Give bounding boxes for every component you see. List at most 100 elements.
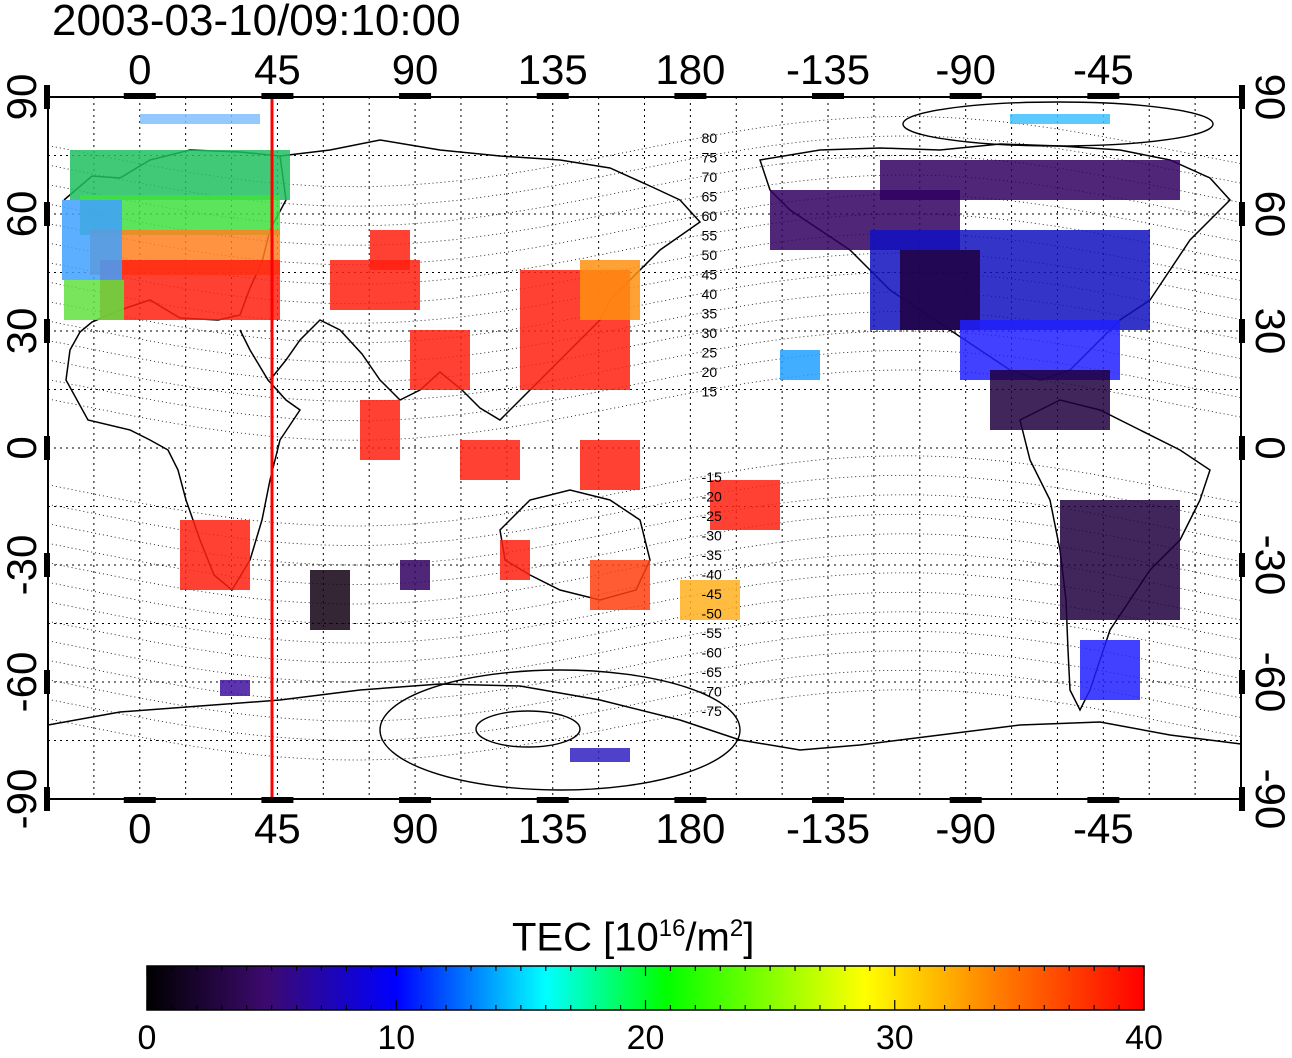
axis-tick (123, 93, 156, 99)
axis-tick (536, 797, 569, 803)
tec-data-cell (1060, 500, 1180, 620)
lon-tick-label: -90 (935, 805, 996, 852)
south-magnetic-pole-ring-outer (379, 669, 741, 791)
lon-tick-label: 90 (392, 46, 439, 93)
lon-tick-label: -135 (786, 46, 870, 93)
lat-tick-label: -30 (1247, 535, 1292, 596)
lon-tick-label: -90 (935, 46, 996, 93)
tec-data-cell (62, 200, 122, 280)
tec-data-cell (180, 520, 250, 590)
contour-label: 60 (702, 208, 718, 224)
contour-label: 75 (702, 149, 718, 165)
lon-tick-label: 90 (392, 805, 439, 852)
lat-tick-label: 90 (0, 74, 45, 121)
axis-tick (949, 797, 982, 803)
lon-tick-label: 135 (518, 46, 588, 93)
colorbar-tick-label: 40 (1125, 1019, 1163, 1057)
contour-label: -65 (702, 664, 722, 680)
colorbar-tick-label: 20 (626, 1019, 665, 1057)
contour-label: -50 (702, 606, 722, 622)
right-latitude-ticks: 90 60 30 0 -30 -60 -90 (1239, 74, 1292, 830)
contour-label: 65 (702, 188, 718, 204)
axis-tick (44, 202, 50, 226)
axis-tick (1087, 93, 1120, 99)
contour-label: -35 (702, 547, 722, 563)
tec-data-cell (1080, 640, 1140, 700)
tec-data-cell (780, 350, 820, 380)
tec-data-cell (220, 680, 250, 696)
contour-label: 45 (702, 266, 718, 282)
axis-tick (399, 93, 432, 99)
lat-tick-label: -90 (0, 769, 45, 830)
contour-label: 50 (702, 247, 718, 263)
tec-data-cell (580, 260, 640, 320)
lat-tick-label: 90 (1247, 74, 1292, 121)
contour-label: -75 (702, 703, 722, 719)
axis-tick (261, 93, 294, 99)
contour-label: 15 (702, 383, 718, 399)
axis-tick (1239, 670, 1245, 694)
contour-label: 25 (702, 344, 718, 360)
tec-data-cell (580, 440, 640, 490)
colorbar-title: TEC [1016/m2] (512, 915, 755, 960)
axis-tick (1087, 797, 1120, 803)
tec-data-cell (460, 440, 520, 480)
tec-data-cell (500, 540, 530, 580)
tec-data-cell (570, 748, 630, 762)
contour-label: -70 (702, 684, 722, 700)
map-title: 2003-03-10/09:10:00 (52, 0, 461, 45)
contour-label: 30 (702, 325, 718, 341)
axis-tick (812, 797, 845, 803)
contour-label: -45 (702, 586, 722, 602)
tec-data-cell (710, 480, 780, 530)
axis-tick (949, 93, 982, 99)
contour-label: 80 (702, 130, 718, 146)
contour-label: 55 (702, 227, 718, 243)
contour-label: -30 (702, 528, 722, 544)
tec-data-cell (900, 250, 980, 330)
axis-tick (536, 93, 569, 99)
contour-label: -15 (702, 469, 722, 485)
tec-data-cell (590, 560, 650, 610)
contour-label: 35 (702, 305, 718, 321)
contour-label: 40 (702, 286, 718, 302)
south-magnetic-pole-ring-inner (475, 710, 581, 748)
axis-tick (44, 553, 50, 577)
coastline-antarctica (48, 683, 1241, 751)
lat-tick-label: 30 (0, 308, 45, 355)
axis-tick (674, 93, 707, 99)
contour-label: -55 (702, 625, 722, 641)
lon-tick-label: -45 (1073, 805, 1134, 852)
contour-label: -40 (702, 567, 722, 583)
lat-tick-label: 60 (1247, 191, 1292, 238)
colorbar-minor-ticks (146, 966, 1145, 1010)
axis-tick (812, 93, 845, 99)
lon-tick-label: 135 (518, 805, 588, 852)
axis-tick (674, 797, 707, 803)
axis-tick (44, 670, 50, 694)
colorbar-tick-label: 30 (875, 1019, 914, 1057)
tec-data-cell (680, 580, 740, 620)
axis-tick (44, 436, 50, 460)
lon-tick-label: 0 (128, 805, 151, 852)
axis-tick (1239, 787, 1245, 811)
axis-tick (1239, 202, 1245, 226)
contour-label: 70 (702, 169, 718, 185)
lat-tick-label: 60 (0, 191, 45, 238)
left-latitude-ticks: 90 60 30 0 -30 -60 -90 (0, 74, 50, 830)
tec-data-cell (370, 230, 410, 270)
lat-tick-label: -60 (0, 652, 45, 713)
tec-data-cell (400, 560, 430, 590)
axis-tick (399, 797, 432, 803)
axis-tick (1239, 553, 1245, 577)
tec-data-layer (62, 114, 1180, 762)
tec-data-cell (140, 114, 260, 124)
lon-tick-label: 45 (254, 46, 301, 93)
lat-tick-label: -90 (1247, 769, 1292, 830)
top-longitude-ticks: 0 45 90 135 180 -135 -90 -45 (123, 46, 1134, 99)
contour-label: -60 (702, 645, 722, 661)
lat-tick-label: 30 (1247, 308, 1292, 355)
contour-label: 20 (702, 364, 718, 380)
contour-label: -25 (702, 508, 722, 524)
